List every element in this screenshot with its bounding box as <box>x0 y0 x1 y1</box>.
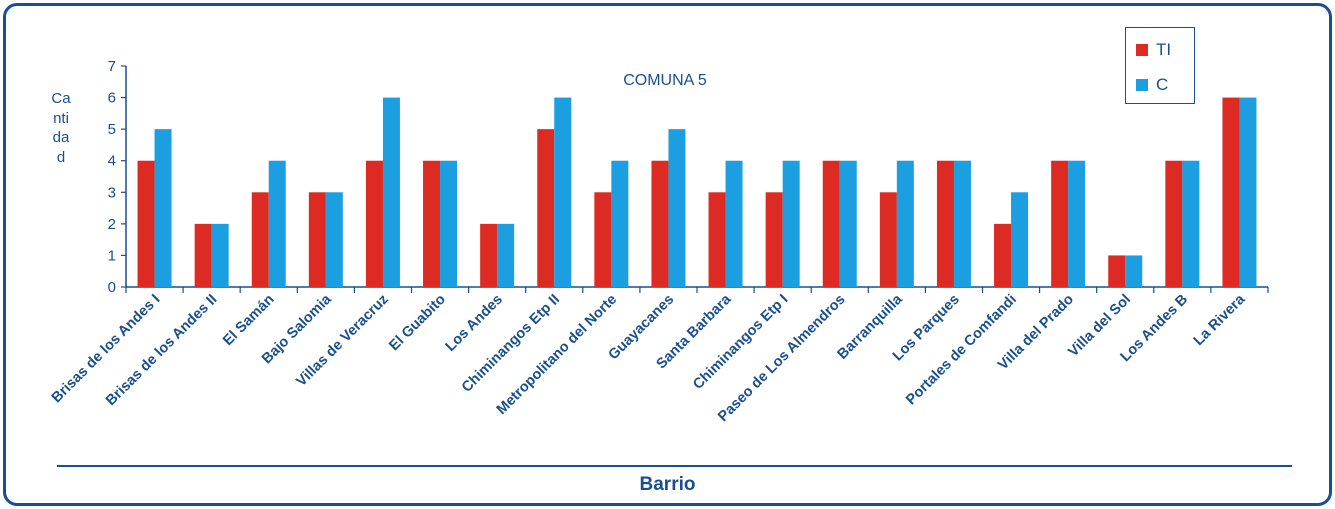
bar-ti-8 <box>594 192 612 287</box>
bar-c-3 <box>325 192 343 287</box>
legend-item-ti: TI <box>1136 39 1171 61</box>
legend-label-c: C <box>1156 75 1169 94</box>
bar-c-18 <box>1182 160 1200 287</box>
bar-ti-2 <box>251 192 269 287</box>
bars <box>137 97 1257 287</box>
bar-c-6 <box>497 223 515 287</box>
bar-ti-15 <box>994 223 1012 287</box>
bar-ti-17 <box>1108 255 1126 287</box>
bar-c-17 <box>1125 255 1143 287</box>
bar-c-9 <box>668 129 686 287</box>
bar-c-15 <box>1011 192 1029 287</box>
y-tick-label: 6 <box>108 90 116 107</box>
x-tick-label: Chiminangos Etp I <box>690 292 791 393</box>
y-tick-label: 2 <box>108 216 116 233</box>
x-tick-label: Brisas de los Andes II <box>103 292 220 409</box>
bar-ti-4 <box>365 160 383 287</box>
legend: TI C <box>1125 27 1195 104</box>
bar-ti-12 <box>822 160 840 287</box>
x-tick-label: Brisas de los Andes I <box>49 292 164 407</box>
bar-ti-5 <box>423 160 441 287</box>
y-tick-label: 4 <box>108 153 116 170</box>
bar-c-5 <box>440 160 458 287</box>
legend-item-c: C <box>1136 74 1168 96</box>
bar-ti-11 <box>765 192 783 287</box>
bar-ti-19 <box>1222 97 1240 287</box>
bar-c-2 <box>268 160 286 287</box>
legend-label-ti: TI <box>1156 40 1172 59</box>
bar-c-13 <box>896 160 914 287</box>
bar-c-14 <box>953 160 971 287</box>
x-tick-label: Los Andes <box>443 292 506 355</box>
bar-c-7 <box>554 97 572 287</box>
y-tick-label: 0 <box>108 279 116 296</box>
bar-c-16 <box>1068 160 1086 287</box>
y-tick-label: 7 <box>108 58 116 75</box>
bar-ti-9 <box>651 160 669 287</box>
bar-ti-7 <box>537 129 555 287</box>
x-tick-label: La Rivera <box>1191 291 1249 349</box>
x-axis-title: Barrio <box>639 474 696 495</box>
bar-c-19 <box>1239 97 1257 287</box>
bar-ti-0 <box>137 160 155 287</box>
bar-ti-6 <box>480 223 498 287</box>
bar-ti-18 <box>1165 160 1183 287</box>
bar-c-0 <box>154 129 172 287</box>
x-tick-label: Chiminangos Etp II <box>459 292 563 396</box>
chart-title: COMUNA 5 <box>623 72 707 89</box>
y-tick-label: 3 <box>108 184 116 201</box>
bar-ti-14 <box>936 160 954 287</box>
x-tick-label: Portales de Comfandi <box>903 292 1020 409</box>
bar-c-12 <box>839 160 857 287</box>
bar-ti-1 <box>194 223 212 287</box>
x-tick-label: El Samán <box>220 292 277 349</box>
legend-swatch-c <box>1136 79 1148 91</box>
bar-c-10 <box>725 160 743 287</box>
legend-swatch-ti <box>1136 44 1148 56</box>
y-tick-label: 5 <box>108 121 116 138</box>
x-tick-label: Metropolitano del Norte <box>494 292 620 418</box>
bar-c-4 <box>382 97 400 287</box>
bar-c-11 <box>782 160 800 287</box>
bar-ti-13 <box>879 192 897 287</box>
y-axis-label: Cantidad <box>51 90 71 166</box>
bar-c-1 <box>211 223 229 287</box>
x-tick-label: El Guabito <box>386 291 449 354</box>
y-tick-label: 1 <box>108 247 116 264</box>
bar-ti-10 <box>708 192 726 287</box>
bar-c-8 <box>611 160 629 287</box>
bar-ti-16 <box>1051 160 1069 287</box>
bar-ti-3 <box>308 192 326 287</box>
